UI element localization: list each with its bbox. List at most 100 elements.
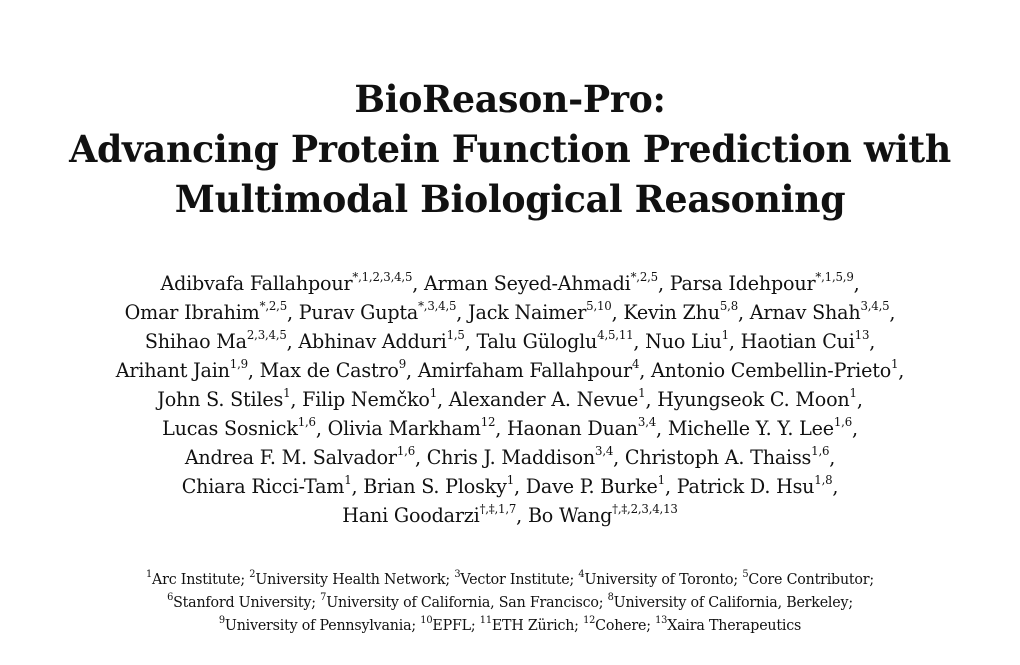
author-name: Christoph A. Thaiss [624,446,812,469]
author-name: Michelle Y. Y. Lee [667,417,834,440]
author-name: Talu Güloglu [476,330,598,353]
affiliation-name: University of Toronto; [584,572,743,588]
author-affiliation-marks: 1 [344,472,352,487]
author: Lucas Sosnick1,6 [162,414,316,441]
author-name: Purav Gupta [298,301,419,324]
affiliation-name: Cohere; [595,618,656,634]
author-name: Olivia Markham [327,417,481,440]
author: Kevin Zhu5,8 [623,298,739,325]
author: Olivia Markham12 [327,414,496,441]
author-name: John S. Stiles [157,388,284,411]
affiliation-list: 1Arc Institute; 2University Health Netwo… [0,569,1020,638]
author-name: Kevin Zhu [623,301,720,324]
author-separator: , [437,388,449,411]
author-separator: , [656,417,668,440]
affiliation-number: 3 [454,569,461,581]
affiliation-name: University of California, San Francisco; [326,595,608,611]
author-affiliation-marks: 1 [657,472,666,487]
author: Omar Ibrahim*,2,5 [125,298,288,325]
author-line: John S. Stiles 1, Filip Nemčko1, Alexande… [10,385,1010,414]
author-separator: , [406,359,418,382]
affiliation-number: 10 [420,615,433,627]
author: Dave P. Burke1 [525,472,666,499]
author: Haonan Duan3,4 [507,416,656,441]
author: Bo Wang†,‡,2,3,4,13 [527,503,678,528]
author: Hani Goodarzi†,‡,1,7 [342,501,517,528]
author-line: Shihao Ma2,3,4,5, Abhinav Adduri1,5, Tal… [10,327,1010,356]
author-separator: , [869,330,876,353]
author-name: Dave P. Burke [525,475,658,498]
author-name: Arnav Shah [749,301,861,324]
author-separator: , [286,330,299,353]
author: Michelle Y. Y. Lee1,6 [667,416,852,441]
author-affiliation-marks: 1,6 [297,414,316,429]
author-affiliation-marks: 1 [891,356,899,371]
author: Alexander A. Nevue1 [448,387,646,412]
author: Filip Nemčko1 [302,387,437,412]
author-affiliation-marks: 1 [849,385,858,400]
affiliation-number: 2 [249,569,256,581]
author-affiliation-marks: 3,4,5 [860,298,890,313]
author-name: Haonan Duan [507,417,638,440]
author: Talu Güloglu4,5,11 [476,329,633,354]
affiliation-number: 5 [742,569,749,581]
author-separator: , [639,359,652,382]
author-separator: , [513,475,526,498]
author-affiliation-marks: *,1,2,3,4,5 [352,269,413,284]
author-separator: , [852,417,858,440]
author-affiliation-marks: *,2,5 [259,298,288,313]
author-name: Arihant Jain [115,359,230,382]
author-name: Haotian Cui [740,330,855,353]
author-affiliation-marks: 13 [854,327,870,342]
author-affiliation-marks: 2,3,4,5 [246,327,287,342]
author-name: Bo Wang [527,504,613,527]
affiliation-name: Vector Institute; [460,572,579,588]
author-name: Hani Goodarzi [342,504,480,527]
affiliation-name: Arc Institute; [152,572,250,588]
author-separator: , [645,388,658,411]
author: Purav Gupta*,3,4,5 [298,300,457,325]
author-separator: , [464,330,477,353]
affiliation-number: 12 [583,615,596,627]
affiliation-name: Xaira Therapeutics [667,618,802,634]
author: Arman Seyed-Ahmadi*,2,5 [424,271,658,296]
author-name: Brian S. Plosky [363,475,507,498]
author-affiliation-marks: 1 [506,472,515,487]
affiliation-name: ETH Zürich; [491,618,584,634]
author-affiliation-marks: 12 [480,414,496,429]
author-affiliation-marks: 5,8 [719,298,739,313]
author-affiliation-marks: 9 [398,356,407,371]
author-separator: , [738,301,750,324]
author-name: Alexander A. Nevue [448,388,639,411]
affiliation-line: 6Stanford University; 7University of Cal… [10,592,1010,615]
author-name: Parsa Idehpour [669,272,816,295]
author: Antonio Cembellin-Prieto1 [651,356,899,383]
author-name: Max de Castro [259,359,399,382]
author-list: Adibvafa Fallahpour*,1,2,3,4,5, Arman Se… [0,269,1020,530]
affiliation-number: 1 [145,569,153,581]
affiliation-number: 6 [167,592,174,604]
author: Amirfaham Fallahpour4 [418,358,640,383]
affiliation-name: University Health Network; [255,572,455,588]
author: Chiara Ricci-Tam1 [181,472,352,499]
affiliation-number: 9 [218,615,225,627]
author-separator: , [633,330,646,353]
author-name: Hyungseok C. Moon [657,388,850,411]
author-name: Antonio Cembellin-Prieto [651,359,892,382]
author-name: Arman Seyed-Ahmadi [424,272,631,295]
author: Arnav Shah3,4,5 [749,298,890,325]
author-separator: , [456,301,469,324]
author-line: Omar Ibrahim*,2,5, Purav Gupta*,3,4,5, J… [10,298,1010,327]
affiliation-number: 11 [479,615,492,627]
author-separator: , [286,301,299,324]
author-affiliation-marks: 1,6 [811,443,830,458]
author: Andrea F. M. Salvador1,6 [185,445,415,470]
author: Chris J. Maddison3,4 [427,445,614,470]
author: Shihao Ma2,3,4,5 [145,327,287,354]
author-affiliation-marks: †,‡,1,7 [479,501,517,516]
author-separator: , [516,504,528,527]
author-line: Lucas Sosnick1,6, Olivia Markham12, Haon… [10,414,1010,443]
author-separator: , [495,417,508,440]
author-name: Chiara Ricci-Tam [181,475,345,498]
